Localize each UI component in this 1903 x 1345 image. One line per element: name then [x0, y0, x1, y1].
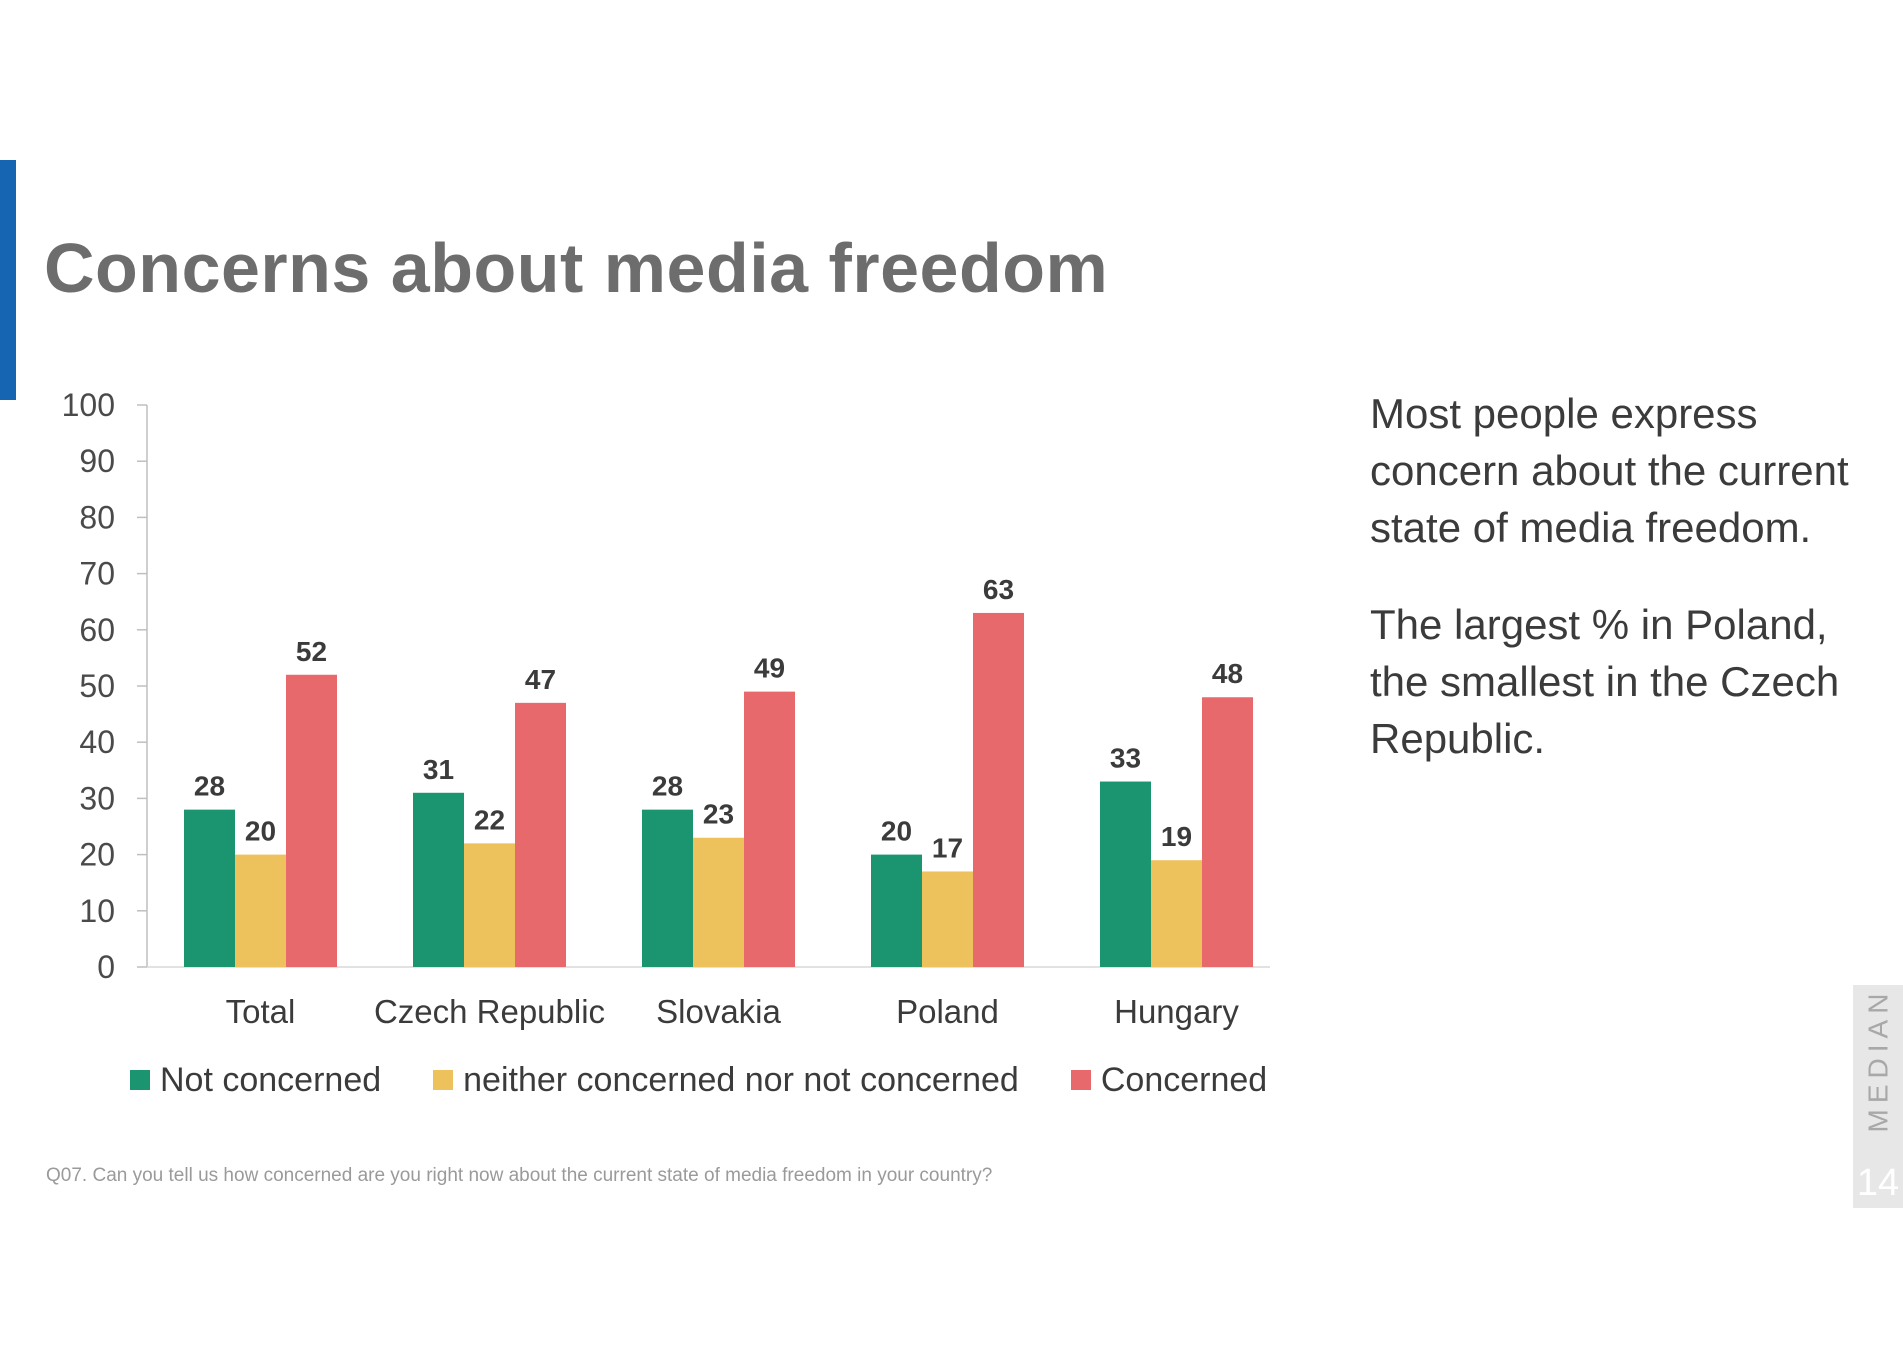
chart-legend: Not concerned neither concerned nor not …: [130, 1058, 1319, 1102]
y-tick-label: 40: [79, 724, 115, 760]
legend-label-neither: neither concerned nor not concerned: [463, 1060, 1019, 1099]
x-tick-label: Poland: [896, 993, 999, 1030]
bar: [286, 674, 337, 967]
bar: [642, 809, 693, 967]
bar: [1202, 697, 1253, 967]
y-tick-label: 80: [79, 499, 115, 535]
legend-item-concerned: Concerned: [1070, 1060, 1268, 1100]
legend-swatch-neither: [433, 1070, 454, 1090]
bar: [922, 871, 973, 967]
data-label: 17: [932, 832, 963, 863]
y-tick-label: 70: [79, 556, 115, 592]
y-tick-label: 30: [79, 780, 115, 816]
y-tick-label: 10: [79, 893, 115, 929]
data-label: 52: [296, 636, 327, 667]
data-label: 22: [474, 804, 505, 835]
y-tick-label: 100: [62, 387, 115, 423]
y-tick-label: 90: [79, 443, 115, 479]
data-label: 23: [703, 799, 734, 830]
y-tick-label: 20: [79, 837, 115, 873]
bar: [1151, 860, 1202, 967]
page-number: 14: [1856, 1162, 1900, 1204]
x-tick-label: Czech Republic: [374, 993, 605, 1030]
bar: [871, 854, 922, 967]
bar: [515, 702, 566, 967]
legend-swatch-not-concerned: [130, 1070, 150, 1090]
accent-bar: [0, 160, 16, 400]
bar-chart: 0 10 20 30 40 50 60 70 80 90 100 28 20 52 Total 31 22 47 C…: [62, 387, 1270, 1030]
data-label: 19: [1161, 821, 1192, 852]
y-tick-label: 0: [97, 949, 115, 985]
brand-label: MEDIAN: [1853, 985, 1903, 1135]
data-label: 63: [983, 574, 1014, 605]
data-label: 47: [525, 664, 556, 695]
brand-name: MEDIAN: [1862, 987, 1893, 1133]
bar: [184, 809, 235, 967]
x-tick-label: Total: [226, 993, 296, 1030]
legend-label-not-concerned: Not concerned: [160, 1060, 382, 1099]
data-label: 48: [1212, 658, 1243, 689]
data-label: 20: [881, 816, 912, 847]
bar: [1100, 781, 1151, 967]
y-tick-label: 60: [79, 612, 115, 648]
legend-swatch-concerned: [1070, 1070, 1091, 1090]
bar: [693, 837, 744, 967]
data-label: 33: [1110, 743, 1141, 774]
bar: [413, 792, 464, 967]
bar: [744, 691, 795, 967]
data-label: 31: [423, 754, 454, 785]
legend-label-concerned: Concerned: [1100, 1060, 1268, 1099]
bar: [235, 854, 286, 967]
bar: [973, 612, 1024, 967]
commentary-paragraph-1: Most people express concern about the cu…: [1370, 390, 1849, 551]
y-tick-label: 50: [79, 668, 115, 704]
data-label: 20: [245, 816, 276, 847]
x-tick-label: Hungary: [1114, 993, 1239, 1030]
data-label: 49: [754, 653, 785, 684]
legend-item-neither: neither concerned nor not concerned: [433, 1061, 1019, 1100]
data-label: 28: [652, 771, 683, 802]
legend-item-not-concerned: Not concerned: [130, 1061, 381, 1100]
x-tick-label: Slovakia: [656, 993, 781, 1030]
question-footnote: Q07. Can you tell us how concerned are y…: [46, 1165, 993, 1186]
commentary-text: Most people express concern about the cu…: [1370, 385, 1850, 807]
bar: [464, 843, 515, 967]
commentary-paragraph-2: The largest % in Poland, the smallest in…: [1370, 601, 1840, 762]
slide-title: Concerns about media freedom: [44, 229, 1109, 307]
data-label: 28: [194, 771, 225, 802]
brand-tab: MEDIAN 14: [1853, 985, 1903, 1208]
